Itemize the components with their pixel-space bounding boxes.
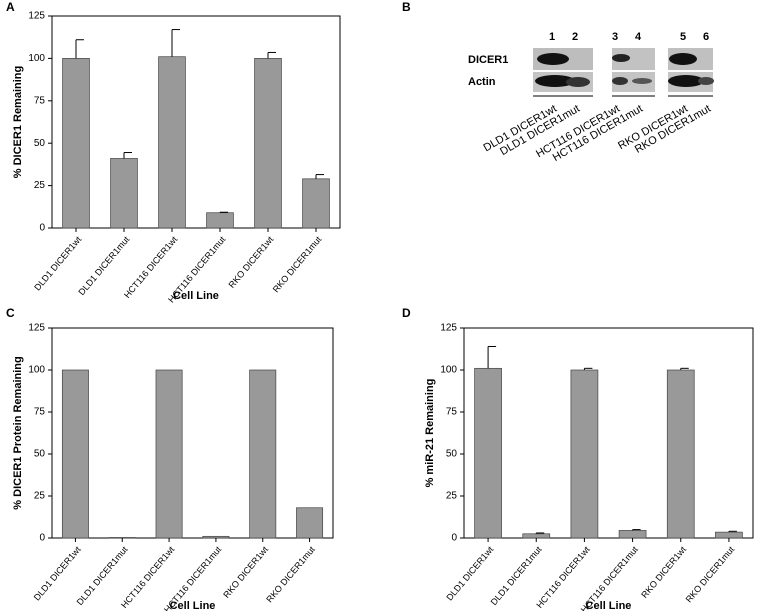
y-axis-label: % DICER1 Remaining xyxy=(12,66,24,178)
y-axis-label: % miR-21 Remaining xyxy=(424,379,436,488)
bar xyxy=(158,56,186,229)
x-tick-label: DLD1 DICER1wt xyxy=(32,234,83,293)
y-tick-label: 100 xyxy=(440,365,457,376)
error-bar xyxy=(680,367,689,370)
y-tick-label: 100 xyxy=(28,53,45,64)
y-tick-label: 50 xyxy=(34,138,46,149)
y-tick-label: 50 xyxy=(446,449,458,460)
panel-label: B xyxy=(402,0,411,14)
error-bar xyxy=(728,530,737,533)
x-tick-label: RKO DICER1mut xyxy=(271,234,324,294)
blot-image xyxy=(533,48,714,97)
error-bar xyxy=(267,51,276,59)
lane-label: 3 xyxy=(612,31,618,43)
panel-label: C xyxy=(6,306,15,320)
panel-label: A xyxy=(6,0,15,14)
y-tick-label: 100 xyxy=(28,365,45,376)
lane-label: 2 xyxy=(572,31,578,43)
plot-frame xyxy=(463,327,754,539)
error-bar xyxy=(123,152,132,159)
y-tick-label: 25 xyxy=(34,491,46,502)
lane-label: 5 xyxy=(680,31,686,43)
row-label: DICER1 xyxy=(468,54,508,66)
y-tick-label: 125 xyxy=(28,11,45,22)
error-bar xyxy=(315,174,324,179)
y-tick-label: 75 xyxy=(446,407,458,418)
bar xyxy=(666,369,695,539)
x-tick-label: DLD1 DICER1wt xyxy=(444,544,495,603)
row-label: Actin xyxy=(468,76,496,88)
y-tick-label: 0 xyxy=(39,533,45,544)
bar xyxy=(202,535,230,539)
y-tick-label: 125 xyxy=(440,323,457,334)
bar xyxy=(62,58,90,229)
x-tick-label: HCT116 DICER1wt xyxy=(534,544,592,610)
x-tick-label: HCT116 DICER1wt xyxy=(122,234,180,300)
bar xyxy=(254,58,282,229)
error-bar xyxy=(171,29,180,57)
bar xyxy=(570,369,599,539)
error-bar xyxy=(583,367,593,370)
x-axis-label: Cell Line xyxy=(173,290,219,302)
bar xyxy=(474,367,502,539)
bar xyxy=(61,369,89,539)
y-tick-label: 0 xyxy=(451,533,457,544)
error-bar xyxy=(219,211,228,213)
x-tick-label: RKO DICER1wt xyxy=(227,234,276,290)
y-tick-label: 75 xyxy=(34,95,46,106)
bar xyxy=(522,533,551,539)
x-tick-label: RKO DICER1mut xyxy=(264,544,317,604)
bar xyxy=(155,369,183,539)
x-tick-label: DLD1 DICER1mut xyxy=(489,544,544,607)
plot-frame xyxy=(51,327,334,539)
bar xyxy=(108,537,136,539)
x-axis-label: Cell Line xyxy=(586,600,632,611)
lane-label: 1 xyxy=(549,31,555,43)
bar xyxy=(302,178,330,229)
x-tick-label: DLD1 DICER1wt xyxy=(32,544,83,603)
lane-label: 4 xyxy=(635,31,642,43)
bar xyxy=(249,369,277,539)
x-tick-label: DLD1 DICER1mut xyxy=(76,234,131,297)
bar xyxy=(110,158,138,229)
bar xyxy=(715,531,743,539)
error-bar xyxy=(75,39,84,59)
bar xyxy=(296,507,324,539)
error-bar xyxy=(487,345,497,369)
x-tick-label: RKO DICER1wt xyxy=(639,544,688,600)
x-axis-label: Cell Line xyxy=(170,600,216,611)
y-tick-label: 50 xyxy=(34,449,46,460)
bar xyxy=(618,530,647,539)
error-bar xyxy=(535,532,545,534)
x-tick-label: RKO DICER1wt xyxy=(221,544,270,600)
panel-label: D xyxy=(402,306,411,320)
y-tick-label: 25 xyxy=(34,180,46,191)
lane-label: 6 xyxy=(703,31,709,43)
x-tick-label: RKO DICER1mut xyxy=(684,544,737,604)
y-tick-label: 125 xyxy=(28,323,45,334)
y-axis-label: % DICER1 Protein Remaining xyxy=(12,356,24,509)
x-tick-label: DLD1 DICER1mut xyxy=(75,544,130,607)
y-tick-label: 75 xyxy=(34,407,46,418)
y-tick-label: 0 xyxy=(39,223,45,234)
error-bar xyxy=(632,529,641,531)
y-tick-label: 25 xyxy=(446,491,458,502)
bar xyxy=(206,212,234,229)
plot-frame xyxy=(51,15,341,229)
